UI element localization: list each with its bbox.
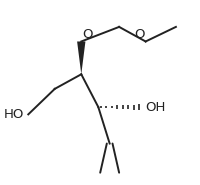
Text: OH: OH [146, 101, 166, 114]
Text: O: O [82, 28, 93, 41]
Polygon shape [77, 41, 85, 74]
Text: HO: HO [4, 108, 25, 121]
Text: O: O [134, 28, 145, 41]
